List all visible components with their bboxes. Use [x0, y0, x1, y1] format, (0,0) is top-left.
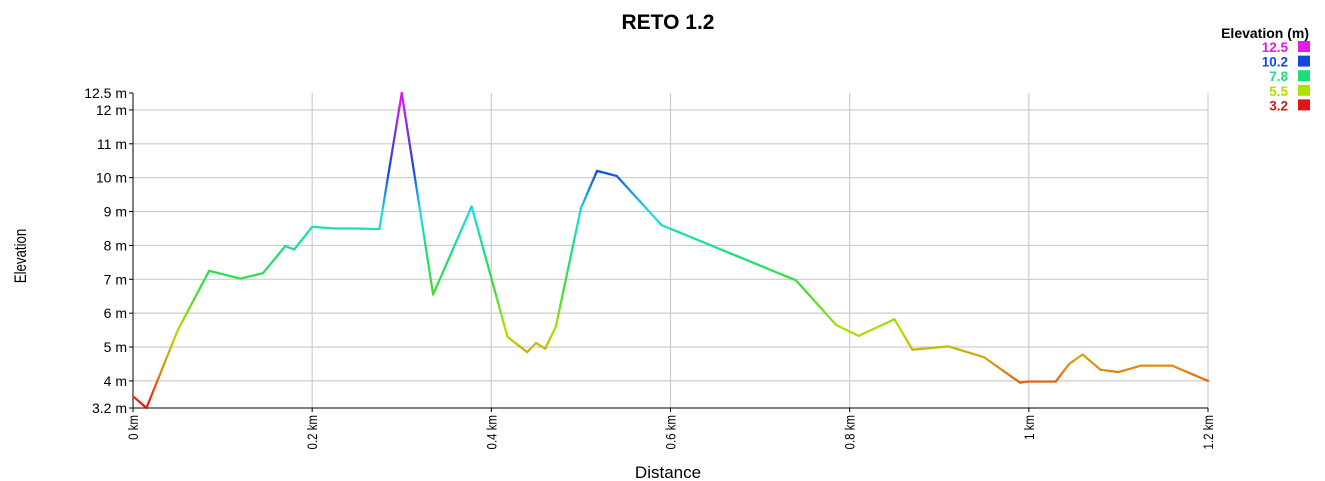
line-segment-34 — [1068, 353, 1084, 366]
x-tick-label-5: 1 km — [1021, 415, 1037, 440]
y-tick-label-4: 7 m — [104, 271, 127, 287]
y-tick-label-10: 12.5 m — [84, 85, 127, 101]
line-segment-26 — [857, 318, 896, 337]
line-segment-15 — [506, 335, 529, 354]
x-tick-label-6: 1.2 km — [1200, 415, 1216, 449]
line-segment-20 — [579, 169, 599, 210]
color-legend: Elevation (m) 12.510.27.85.53.2 — [1221, 25, 1310, 113]
y-tick-label-2: 5 m — [104, 339, 127, 355]
line-segment-22 — [615, 174, 663, 227]
line-segment-14 — [470, 205, 509, 338]
line-segment-12 — [400, 91, 435, 296]
legend-value-0: 12.5 — [1262, 40, 1289, 55]
line-segment-1 — [145, 328, 179, 410]
y-tick-label-6: 9 m — [104, 204, 127, 220]
legend-swatch-4 — [1298, 99, 1310, 111]
legend-swatch-3 — [1298, 84, 1310, 96]
line-segment-25 — [835, 323, 860, 337]
y-tick-label-8: 11 m — [97, 136, 127, 152]
legend-swatch-0 — [1298, 41, 1310, 52]
y-tick-label-9: 12 m — [96, 102, 127, 118]
legend-value-3: 5.5 — [1269, 84, 1288, 99]
y-tick-label-1: 4 m — [104, 373, 127, 389]
line-segment-33 — [1054, 362, 1071, 383]
line-segment-24 — [794, 279, 838, 327]
line-segment-0 — [131, 395, 148, 410]
line-segment-18 — [543, 325, 557, 350]
line-segment-30 — [982, 356, 1021, 384]
y-tick-label-0: 3.2 m — [92, 400, 127, 416]
line-segment-27 — [893, 318, 914, 351]
line-segment-4 — [239, 272, 264, 280]
y-axis-label: Elevation — [12, 229, 31, 284]
line-segment-31 — [1018, 380, 1030, 384]
line-segment-19 — [554, 207, 583, 328]
line-segment-37 — [1117, 364, 1142, 374]
x-tick-labels: 0 km 0.2 km 0.4 km 0.6 km 0.8 km 1 km 1.2 km — [125, 408, 1216, 449]
y-tick-label-3: 6 m — [104, 305, 127, 321]
x-tick-label-0: 0 km — [125, 415, 141, 440]
x-tick-label-3: 0.6 km — [662, 415, 678, 449]
y-tick-labels: 3.2 m 4 m 5 m 6 m 7 m 8 m 9 m 10 m 11 m 12 m12.5 … — [84, 85, 133, 416]
legend-value-2: 7.8 — [1269, 69, 1288, 84]
line-segment-10 — [355, 227, 381, 231]
legend-value-4: 3.2 — [1269, 98, 1288, 113]
line-segment-3 — [208, 269, 242, 280]
line-segment-36 — [1099, 368, 1120, 374]
line-segment-28 — [911, 345, 950, 351]
grid-lines — [133, 93, 1209, 408]
elevation-line — [131, 91, 1210, 410]
y-tick-label-5: 8 m — [104, 237, 127, 253]
line-segment-29 — [947, 345, 986, 359]
line-segment-39 — [1171, 364, 1210, 383]
x-tick-label-1: 0.2 km — [304, 415, 320, 449]
line-segment-7 — [293, 225, 314, 251]
line-segment-21 — [595, 169, 618, 178]
x-tick-label-2: 0.4 km — [483, 415, 499, 449]
x-axis-label: Distance — [635, 463, 701, 481]
line-segment-2 — [176, 269, 211, 332]
line-segment-6 — [284, 244, 296, 251]
line-segment-11 — [378, 91, 403, 231]
legend-title: Elevation (m) — [1221, 25, 1309, 41]
line-segment-17 — [535, 341, 547, 350]
line-segment-35 — [1081, 353, 1102, 371]
legend-value-1: 10.2 — [1262, 55, 1288, 70]
legend-swatch-2 — [1298, 70, 1310, 82]
line-segment-23 — [660, 223, 798, 282]
x-tick-label-4: 0.8 km — [842, 415, 858, 449]
y-tick-label-7: 10 m — [96, 170, 127, 186]
line-segment-8 — [311, 225, 336, 230]
line-segment-13 — [432, 205, 473, 296]
legend-swatch-1 — [1298, 55, 1310, 67]
chart-title: RETO 1.2 — [622, 11, 715, 34]
line-segment-5 — [261, 244, 287, 275]
